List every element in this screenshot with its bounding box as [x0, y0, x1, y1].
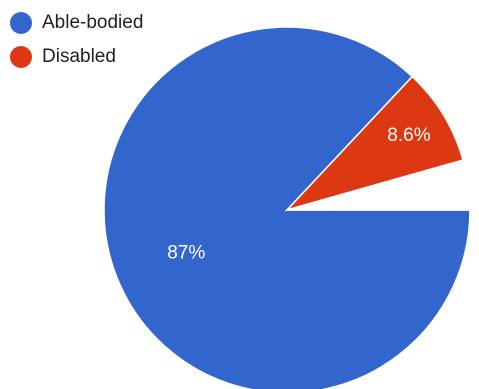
pie-slice-remainder[interactable] [286, 159, 471, 211]
pie-slices [103, 26, 471, 389]
legend-swatch-able-bodied [10, 12, 32, 34]
legend-item-able-bodied[interactable]: Able-bodied [10, 6, 143, 40]
legend-label-able-bodied: Able-bodied [42, 12, 144, 33]
legend-label-disabled: Disabled [42, 46, 116, 67]
pie-label-disabled: 8.6% [387, 125, 430, 146]
legend-item-disabled[interactable]: Disabled [10, 40, 143, 74]
pie-label-able-bodied: 87% [167, 243, 205, 264]
chart-legend: Able-bodied Disabled [10, 6, 143, 74]
pie-slice-able-bodied[interactable] [103, 26, 471, 389]
legend-swatch-disabled [10, 46, 32, 68]
pie-slice-labels: 87% 8.6% [167, 125, 430, 264]
pie-slice-disabled[interactable] [284, 75, 464, 212]
